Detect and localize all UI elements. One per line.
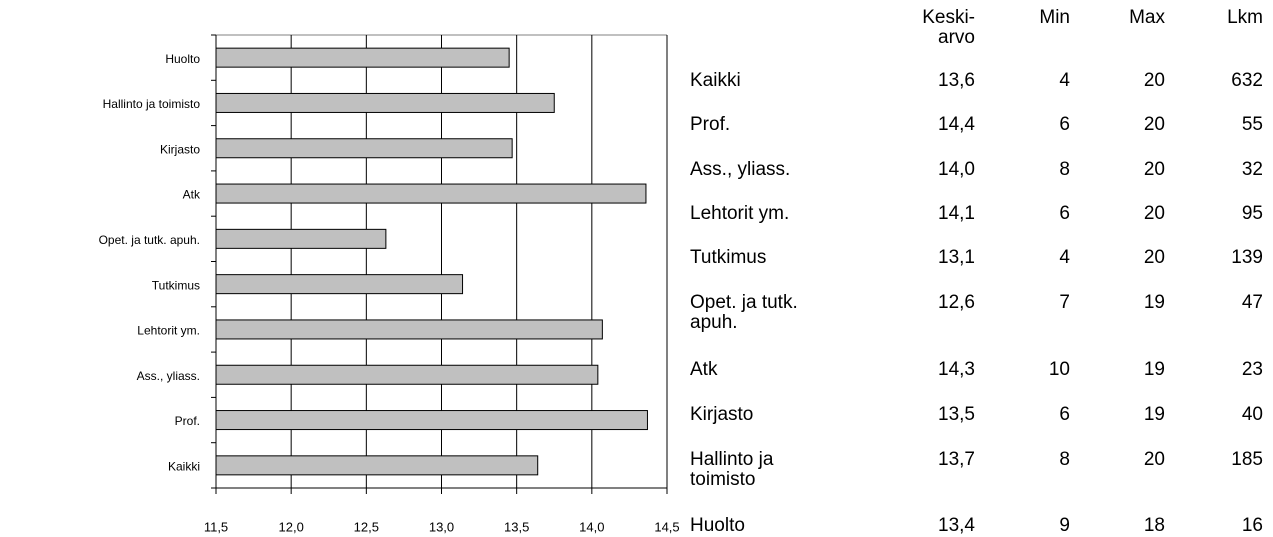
row-label: Ass., yliass. — [690, 159, 791, 180]
y-tick-label: Atk — [183, 188, 201, 202]
table-cell: 20 — [1143, 70, 1165, 91]
row-label: Atk — [690, 359, 718, 380]
y-tick-label: Tutkimus — [152, 278, 200, 292]
row-label: Lehtorit ym. — [690, 203, 790, 224]
table-cell: 23 — [1241, 359, 1263, 380]
table-cell: 13,4 — [938, 515, 975, 536]
bar — [215, 47, 510, 68]
column-header: Keski- arvo — [922, 7, 975, 48]
table-cell: 18 — [1143, 515, 1165, 536]
y-tick-label: Kirjasto — [160, 142, 200, 156]
table-cell: 19 — [1143, 292, 1165, 313]
row-label: Prof. — [690, 114, 731, 135]
table-cell: 9 — [1059, 515, 1070, 536]
table-cell: 20 — [1143, 449, 1165, 470]
x-tick-label: 12,5 — [354, 519, 379, 534]
bar — [215, 319, 603, 340]
table-cell: 14,4 — [938, 114, 975, 135]
x-tick-label: 11,5 — [204, 519, 228, 534]
table-cell: 16 — [1241, 515, 1263, 536]
table-cell: 6 — [1059, 404, 1070, 425]
table-cell: 6 — [1059, 203, 1070, 224]
bar — [215, 410, 648, 431]
table-cell: 40 — [1241, 404, 1263, 425]
y-tick-label: Ass., yliass. — [137, 369, 200, 383]
y-tick-label: Hallinto ja toimisto — [103, 97, 201, 111]
table-cell: 13,6 — [938, 70, 975, 91]
table-cell: 632 — [1231, 70, 1263, 91]
y-tick-label: Prof. — [175, 414, 200, 428]
table-cell: 10 — [1048, 359, 1070, 380]
table-cell: 20 — [1143, 247, 1165, 268]
x-tick-label: 13,0 — [429, 519, 454, 534]
table-cell: 14,0 — [938, 159, 975, 180]
table-cell: 185 — [1231, 449, 1263, 470]
table-cell: 13,5 — [938, 404, 975, 425]
table-cell: 14,3 — [938, 359, 975, 380]
bar — [215, 183, 647, 204]
table-cell: 95 — [1241, 203, 1263, 224]
y-tick-label: Kaikki — [168, 460, 200, 474]
table-cell: 55 — [1241, 114, 1263, 135]
table-cell: 20 — [1143, 114, 1165, 135]
row-label: Kirjasto — [690, 404, 754, 425]
chart: 11,5 12,0 12,5 13,0 13,5 14,0 14,5 Huolto Hallin… — [99, 34, 680, 534]
table-cell: 139 — [1231, 247, 1263, 268]
table-cell: 32 — [1241, 159, 1263, 180]
table-cell: 7 — [1059, 292, 1070, 313]
column-header: Lkm — [1227, 7, 1263, 28]
x-tick-label: 13,5 — [504, 519, 529, 534]
table-cell: 8 — [1059, 159, 1070, 180]
bar — [215, 92, 555, 113]
row-label: Tutkimus — [690, 247, 767, 268]
bar — [215, 455, 539, 476]
y-tick-label: Lehtorit ym. — [137, 324, 200, 338]
row-label: Hallinto ja toimisto — [690, 449, 774, 490]
table-cell: 19 — [1143, 359, 1165, 380]
row-label: Huolto — [690, 515, 745, 536]
table-cell: 20 — [1143, 203, 1165, 224]
y-tick-label: Opet. ja tutk. apuh. — [99, 233, 200, 247]
x-tick-label: 14,0 — [579, 519, 604, 534]
table-cell: 4 — [1059, 70, 1070, 91]
column-header: Max — [1129, 7, 1165, 28]
table-cell: 13,1 — [938, 247, 975, 268]
bar — [215, 364, 599, 385]
table-cell: 20 — [1143, 159, 1165, 180]
table-cell: 4 — [1059, 247, 1070, 268]
x-tick-label: 14,5 — [654, 519, 679, 534]
table-cell: 14,1 — [938, 203, 975, 224]
table-cell: 19 — [1143, 404, 1165, 425]
bar — [215, 228, 387, 249]
column-header: Min — [1039, 7, 1070, 28]
table-cell: 13,7 — [938, 449, 975, 470]
table-cell: 47 — [1241, 292, 1263, 313]
row-label: Opet. ja tutk. apuh. — [690, 292, 798, 333]
row-label: Kaikki — [690, 70, 741, 91]
table-cell: 12,6 — [938, 292, 975, 313]
x-tick-label: 12,0 — [279, 519, 304, 534]
y-tick-label: Huolto — [165, 52, 200, 66]
table-cell: 8 — [1059, 449, 1070, 470]
table-cell: 6 — [1059, 114, 1070, 135]
bar — [215, 138, 513, 159]
bar — [215, 274, 464, 295]
